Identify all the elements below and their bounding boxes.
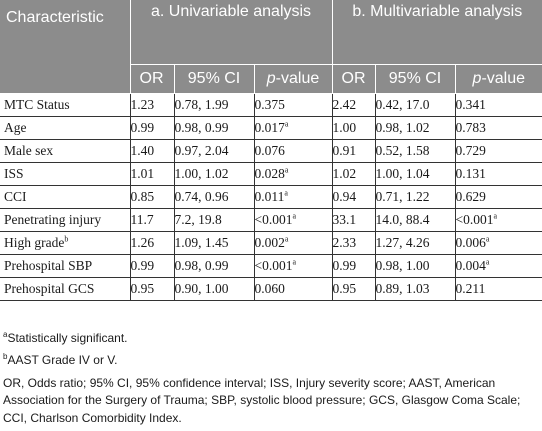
cell-a-ci: 1.09, 1.45 <box>173 231 255 255</box>
table-footnotes: aStatistically significant. bAAST Grade … <box>3 330 541 427</box>
results-table: Characteristic a. Univariable analysis b… <box>0 0 542 301</box>
table-row: MTC Status 1.23 0.78, 1.99 0.375 2.42 0.42, 1… <box>0 93 542 117</box>
cell-label: Age <box>0 116 131 140</box>
cell-a-ci: 0.98, 0.99 <box>173 116 255 140</box>
cell-a-p: 0.076 <box>253 139 333 163</box>
cell-b-ci: 1.00, 1.04 <box>374 162 456 186</box>
cell-a-p: 0.011a <box>253 185 333 209</box>
cell-label: ISS <box>0 162 131 186</box>
cell-a-ci: 0.98, 0.99 <box>173 254 255 278</box>
header-ci-a: 95% CI <box>174 64 255 94</box>
header-p-a: p-value <box>254 64 333 94</box>
cell-b-p: 0.004a <box>454 254 542 278</box>
table-row: Penetrating injury 11.7 7.2, 19.8 <0.001a 33… <box>0 208 542 232</box>
header-ci-b: 95% CI <box>375 64 456 94</box>
cell-a-or: 0.99 <box>129 116 175 140</box>
cell-a-or: 11.7 <box>129 208 175 232</box>
footnote-b: bAAST Grade IV or V. <box>3 352 118 368</box>
cell-b-or: 1.00 <box>331 116 376 140</box>
cell-b-p: <0.001a <box>454 208 542 232</box>
header-row-groups: Characteristic a. Univariable analysis b… <box>0 0 542 94</box>
cell-b-or: 2.33 <box>331 231 376 255</box>
cell-b-ci: 14.0, 88.4 <box>374 208 456 232</box>
cell-a-ci: 7.2, 19.8 <box>173 208 255 232</box>
cell-a-p: 0.028a <box>253 162 333 186</box>
cell-b-ci: 1.27, 4.26 <box>374 231 456 255</box>
table-row: Age 0.99 0.98, 0.99 0.017a 1.00 0.98, 1.02 0.7… <box>0 116 542 140</box>
cell-a-or: 1.23 <box>129 93 175 117</box>
header-or-b: OR <box>332 64 376 94</box>
header-p-b: p-value <box>455 64 542 94</box>
table-row: Prehospital SBP 0.99 0.98, 0.99 <0.001a 0.99… <box>0 254 542 278</box>
cell-label: High gradeb <box>0 231 131 255</box>
cell-a-ci: 0.74, 0.96 <box>173 185 255 209</box>
cell-b-or: 0.91 <box>331 139 376 163</box>
cell-b-ci: 0.52, 1.58 <box>374 139 456 163</box>
cell-b-p: 0.783 <box>454 116 542 140</box>
cell-b-or: 1.02 <box>331 162 376 186</box>
cell-label: Penetrating injury <box>0 208 131 232</box>
cell-a-p: <0.001a <box>253 208 333 232</box>
cell-b-or: 0.99 <box>331 254 376 278</box>
cell-a-ci: 0.90, 1.00 <box>173 277 255 301</box>
cell-b-ci: 0.42, 17.0 <box>374 93 456 117</box>
cell-b-or: 0.95 <box>331 277 376 301</box>
cell-a-or: 1.26 <box>129 231 175 255</box>
cell-a-ci: 1.00, 1.02 <box>173 162 255 186</box>
cell-b-ci: 0.89, 1.03 <box>374 277 456 301</box>
cell-label: MTC Status <box>0 93 131 117</box>
header-multivariable: b. Multivariable analysis <box>332 0 542 65</box>
cell-a-ci: 0.97, 2.04 <box>173 139 255 163</box>
header-row-columns: OR 95% CI p-value OR 95% CI p-value <box>0 64 542 94</box>
cell-b-p: 0.341 <box>454 93 542 117</box>
cell-a-p: 0.060 <box>253 277 333 301</box>
cell-b-or: 33.1 <box>331 208 376 232</box>
cell-label: CCI <box>0 185 131 209</box>
header-or-a: OR <box>130 64 175 94</box>
cell-a-or: 0.99 <box>129 254 175 278</box>
table-row: CCI 0.85 0.74, 0.96 0.011a 0.94 0.71, 1.22 0.6… <box>0 185 542 209</box>
cell-b-p: 0.729 <box>454 139 542 163</box>
cell-b-p: 0.131 <box>454 162 542 186</box>
cell-b-or: 0.94 <box>331 185 376 209</box>
cell-a-p: 0.017a <box>253 116 333 140</box>
cell-a-p: 0.375 <box>253 93 333 117</box>
cell-b-p: 0.211 <box>454 277 542 301</box>
footnote-abbreviations: OR, Odds ratio; 95% CI, 95% confidence i… <box>3 375 521 425</box>
cell-b-ci: 0.98, 1.00 <box>374 254 456 278</box>
footnote-a: aStatistically significant. <box>3 330 128 346</box>
cell-label: Male sex <box>0 139 131 163</box>
cell-a-or: 0.95 <box>129 277 175 301</box>
cell-label: Prehospital SBP <box>0 254 131 278</box>
cell-b-ci: 0.98, 1.02 <box>374 116 456 140</box>
header-multivariable-label: b. Multivariable analysis <box>352 3 523 20</box>
cell-a-ci: 0.78, 1.99 <box>173 93 255 117</box>
cell-label: Prehospital GCS <box>0 277 131 301</box>
cell-b-p: 0.629 <box>454 185 542 209</box>
table-row: Prehospital GCS 0.95 0.90, 1.00 0.060 0.95 0.… <box>0 277 542 301</box>
cell-b-or: 2.42 <box>331 93 376 117</box>
cell-b-ci: 0.71, 1.22 <box>374 185 456 209</box>
cell-a-or: 0.85 <box>129 185 175 209</box>
cell-a-p: <0.001a <box>253 254 333 278</box>
cell-a-or: 1.01 <box>129 162 175 186</box>
header-characteristic: Characteristic <box>0 0 131 94</box>
cell-a-p: 0.002a <box>253 231 333 255</box>
table-row: High gradeb 1.26 1.09, 1.45 0.002a 2.33 1.27,… <box>0 231 542 255</box>
cell-b-p: 0.006a <box>454 231 542 255</box>
header-univariable: a. Univariable analysis <box>130 0 333 65</box>
table-row: Male sex 1.40 0.97, 2.04 0.076 0.91 0.52, 1.5… <box>0 139 542 163</box>
cell-a-or: 1.40 <box>129 139 175 163</box>
table-row: ISS 1.01 1.00, 1.02 0.028a 1.02 1.00, 1.04 0.1… <box>0 162 542 186</box>
